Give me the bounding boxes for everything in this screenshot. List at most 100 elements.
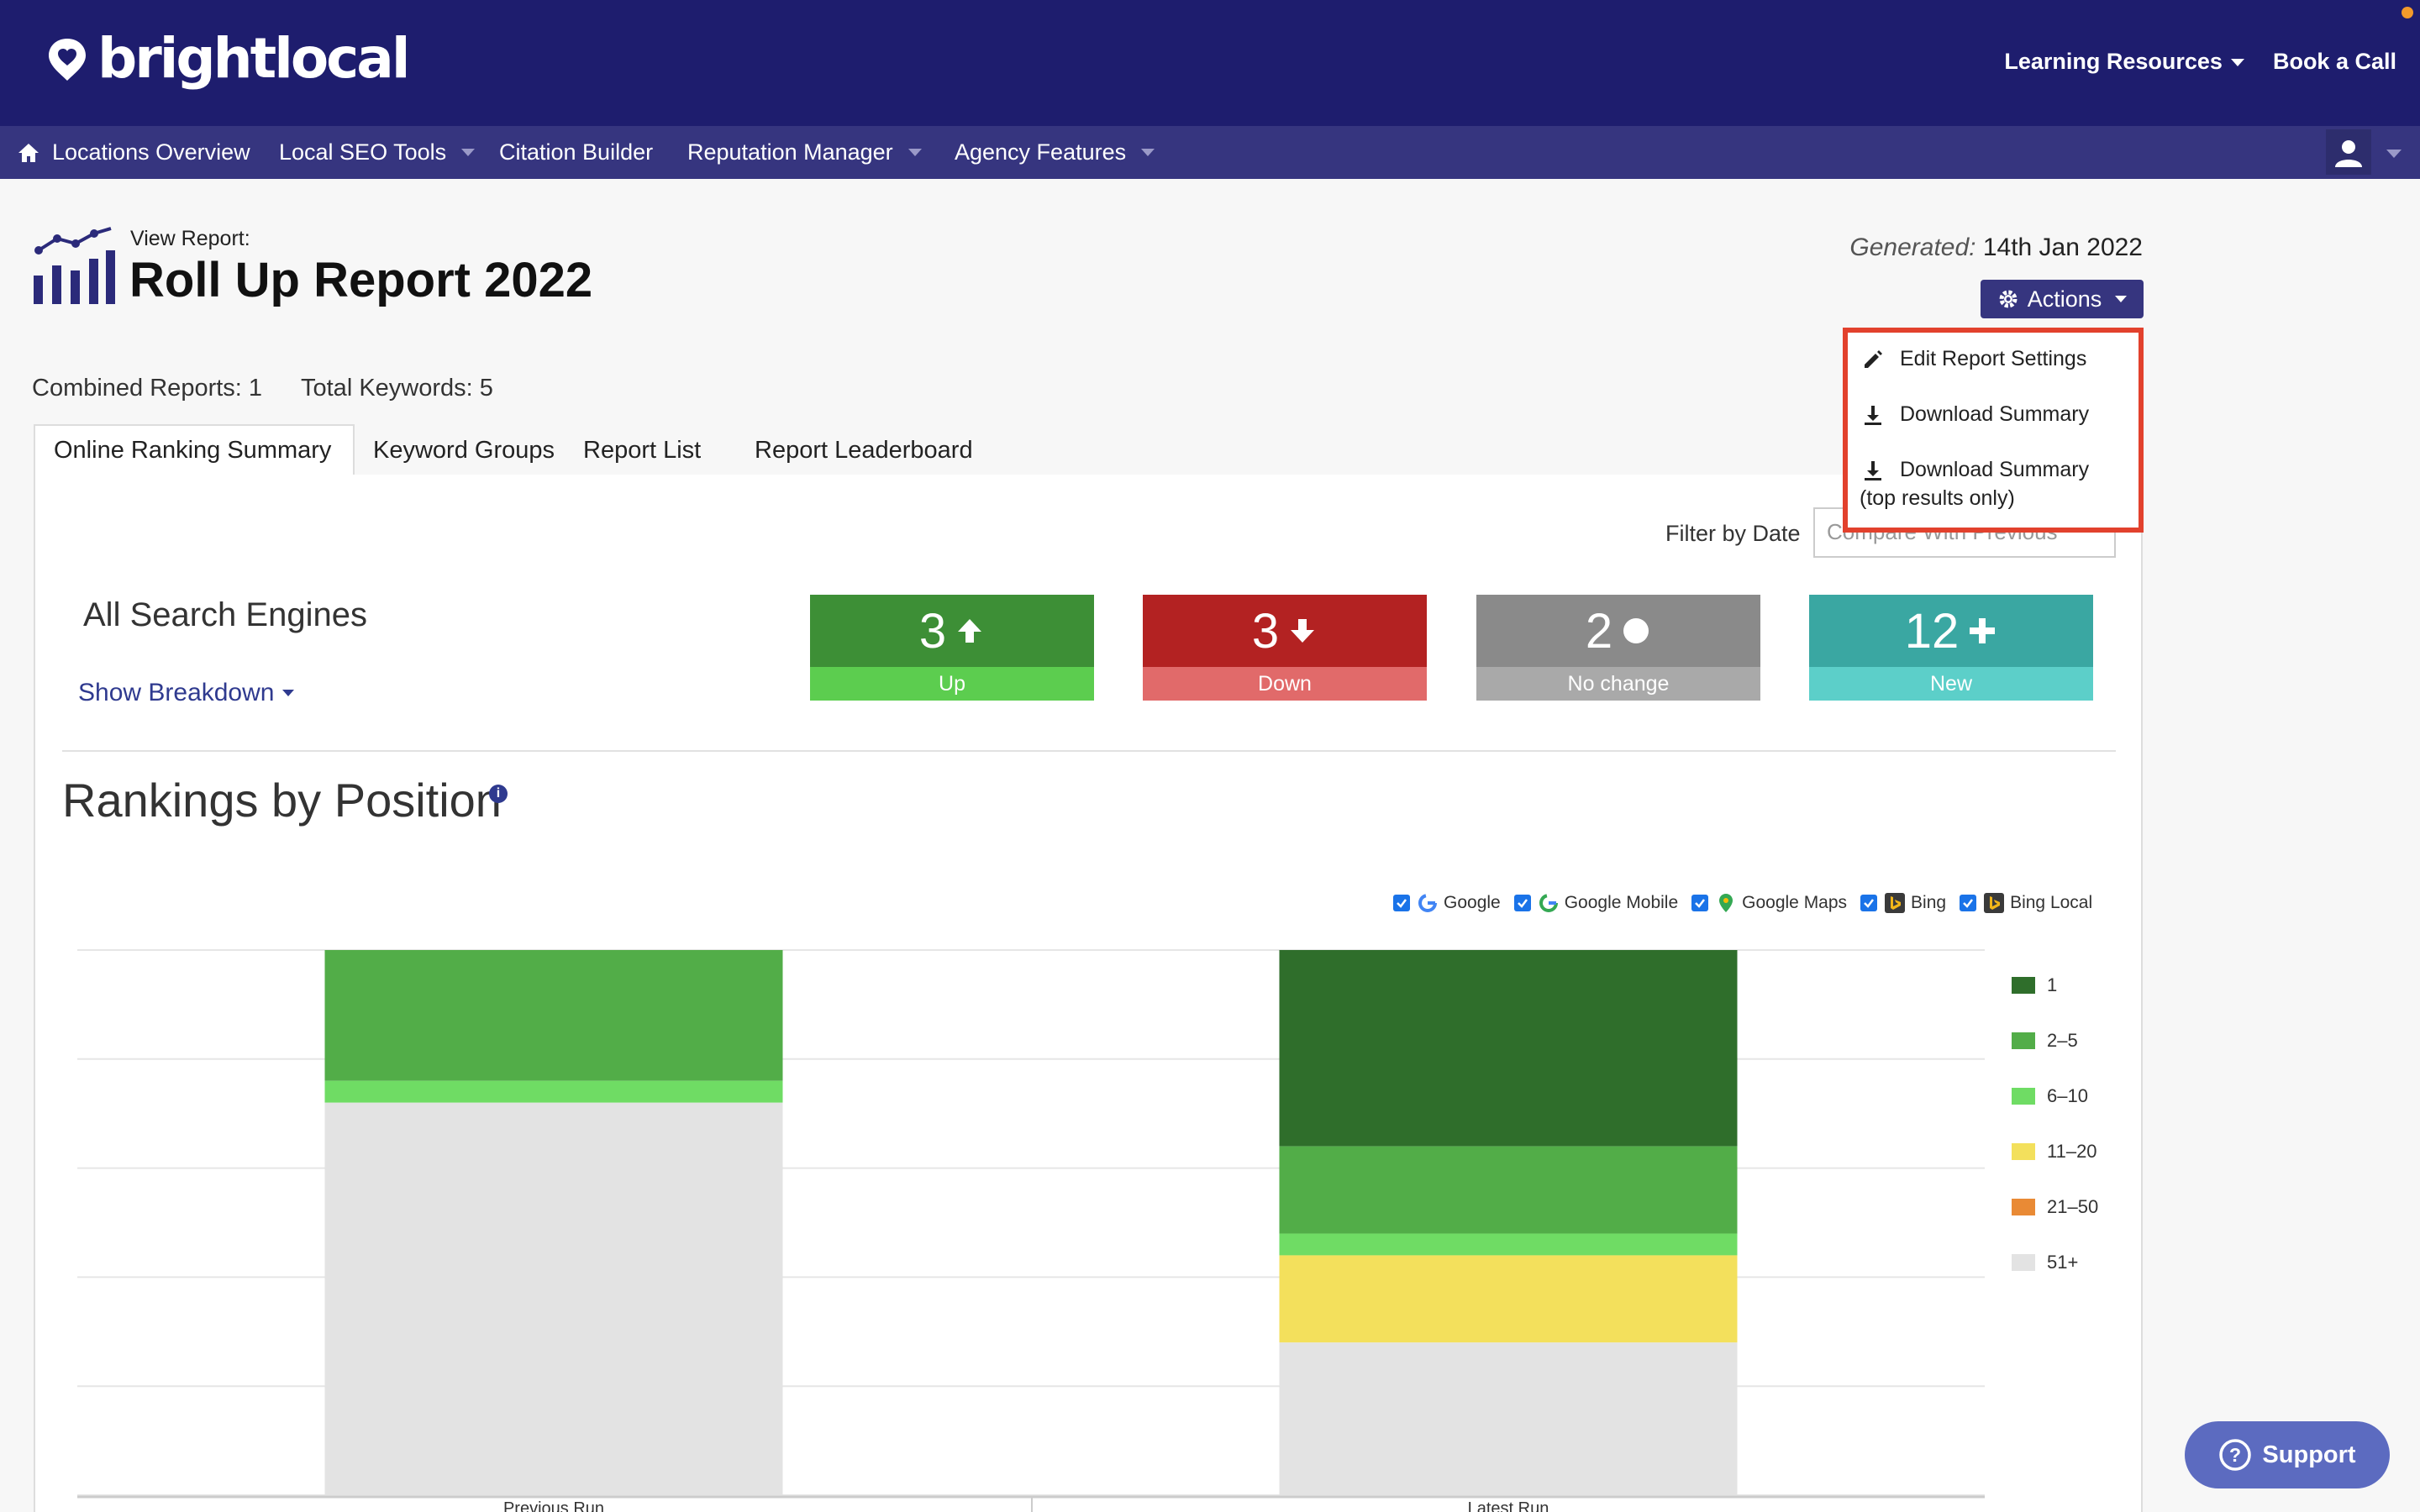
menu-download-top-sub: (top results only) (1860, 486, 2015, 510)
engine-google-maps[interactable]: Google Maps (1691, 892, 1847, 914)
download-icon (1865, 406, 1881, 425)
bar-segment-6-10[interactable] (324, 1080, 783, 1103)
nav-agency-features[interactable]: Agency Features (955, 139, 1155, 165)
legend-swatch (2012, 977, 2035, 994)
rankings-chart: Previous Run Latest Run (77, 949, 1985, 1512)
nav-agency-label: Agency Features (955, 139, 1127, 165)
nav-local-seo-label: Local SEO Tools (279, 139, 447, 165)
legend-swatch (2012, 1143, 2035, 1160)
chevron-down-icon (908, 149, 922, 156)
nav-citation-label: Citation Builder (499, 139, 654, 165)
engine-google-mobile[interactable]: Google Mobile (1513, 892, 1679, 914)
legend-item[interactable]: 6–10 (2012, 1068, 2098, 1124)
legend-label: 1 (2047, 974, 2058, 995)
checkbox-checked[interactable] (1691, 895, 1709, 911)
top-header: brightlocal Learning Resources Book a Ca… (0, 0, 2420, 126)
generated-info: Generated: 14th Jan 2022 (1849, 234, 2143, 262)
chevron-down-icon (282, 690, 295, 696)
nav-reputation-label: Reputation Manager (687, 139, 893, 165)
legend-item[interactable]: 1 (2012, 958, 2098, 1013)
stat-up-label: Up (810, 667, 1094, 701)
user-avatar[interactable] (2326, 129, 2371, 175)
svg-text:?: ? (2229, 1444, 2241, 1466)
info-icon[interactable]: i (489, 785, 508, 803)
google-icon (1418, 894, 1437, 912)
brand-logo[interactable]: brightlocal (42, 29, 410, 89)
notification-dot (2402, 7, 2413, 18)
bar-segment-6-10[interactable] (1279, 1233, 1738, 1256)
nav-local-seo-tools[interactable]: Local SEO Tools (279, 139, 476, 165)
menu-edit-label: Edit Report Settings (1900, 347, 2087, 370)
stat-no-change[interactable]: 2 No change (1476, 595, 1760, 701)
google-icon (1539, 894, 1558, 912)
main-nav: Locations Overview Local SEO Tools Citat… (0, 126, 2420, 179)
page-title: Roll Up Report 2022 (129, 253, 593, 307)
engine-google-mobile-label: Google Mobile (1564, 893, 1679, 912)
bar-segment-2-5[interactable] (1279, 1146, 1738, 1234)
checkbox-checked[interactable] (1513, 895, 1531, 911)
legend-swatch (2012, 1032, 2035, 1049)
legend-item[interactable]: 51+ (2012, 1235, 2098, 1290)
tab-report-leaderboard[interactable]: Report Leaderboard (755, 436, 973, 464)
show-breakdown-label: Show Breakdown (78, 679, 275, 706)
nav-reputation-manager[interactable]: Reputation Manager (687, 139, 922, 165)
legend-label: 51+ (2047, 1252, 2079, 1273)
stat-down-value: 3 (1251, 603, 1280, 659)
learning-resources-menu[interactable]: Learning Resources (2004, 49, 2244, 75)
menu-download-top-label: Download Summary (1900, 458, 2090, 481)
menu-edit-report-settings[interactable]: Edit Report Settings (1861, 346, 2086, 371)
nav-locations-label: Locations Overview (52, 139, 250, 165)
checkbox-checked[interactable] (1393, 895, 1410, 911)
combined-reports: Combined Reports: 1 (32, 375, 263, 402)
stat-new[interactable]: 12 New (1809, 595, 2093, 701)
x-tick-label: Previous Run (503, 1499, 604, 1512)
stat-no-change-label: No change (1476, 667, 1760, 701)
book-call-link[interactable]: Book a Call (2272, 49, 2396, 74)
legend-item[interactable]: 11–20 (2012, 1124, 2098, 1179)
all-search-engines-label: All Search Engines (83, 596, 367, 633)
stat-down-top: 3 (1143, 595, 1427, 667)
show-breakdown-toggle[interactable]: Show Breakdown (78, 679, 295, 707)
nav-citation-builder[interactable]: Citation Builder (499, 139, 653, 165)
legend-label: 6–10 (2047, 1085, 2088, 1106)
tab-keyword-groups[interactable]: Keyword Groups (373, 436, 555, 464)
bar-segment-11-20[interactable] (1279, 1255, 1738, 1343)
download-icon (1865, 461, 1881, 480)
generated-label: Generated: (1849, 234, 1976, 261)
bar-segment-51+[interactable] (324, 1102, 783, 1495)
engine-google[interactable]: Google (1393, 892, 1501, 914)
tab-report-list[interactable]: Report List (583, 436, 702, 464)
stat-down[interactable]: 3 Down (1143, 595, 1427, 701)
engine-bing-label: Bing (1911, 893, 1947, 912)
report-chart-icon (34, 227, 115, 304)
legend-swatch (2012, 1199, 2035, 1215)
nav-locations-overview[interactable]: Locations Overview (17, 139, 250, 165)
chevron-down-icon (2115, 296, 2128, 302)
menu-download-summary[interactable]: Download Summary (1861, 402, 2089, 427)
engine-google-maps-label: Google Maps (1742, 893, 1848, 912)
bar-segment-51+[interactable] (1279, 1342, 1738, 1495)
help-icon: ? (2219, 1439, 2252, 1471)
actions-button[interactable]: Actions (1981, 280, 2144, 318)
user-icon (2335, 140, 2362, 167)
stat-no-change-value: 2 (1585, 603, 1613, 659)
chevron-down-icon[interactable] (2386, 150, 2402, 158)
legend-item[interactable]: 2–5 (2012, 1013, 2098, 1068)
tab-online-ranking-summary[interactable]: Online Ranking Summary (34, 424, 355, 476)
menu-download-summary-top[interactable]: Download Summary (top results only) (1860, 457, 2090, 511)
stat-no-change-top: 2 (1476, 595, 1760, 667)
learning-resources-label: Learning Resources (2004, 49, 2223, 74)
checkbox-checked[interactable] (1860, 895, 1878, 911)
engine-bing-local[interactable]: Bing Local (1960, 892, 2092, 914)
stat-new-label: New (1809, 667, 2093, 701)
engine-bing[interactable]: Bing (1860, 892, 1946, 914)
stat-up-value: 3 (918, 603, 947, 659)
bar-segment-2-5[interactable] (324, 950, 783, 1081)
support-button[interactable]: ? Support (2185, 1421, 2390, 1488)
stat-new-value: 12 (1904, 603, 1960, 659)
stat-up[interactable]: 3 Up (810, 595, 1094, 701)
bar-segment-1[interactable] (1279, 950, 1738, 1147)
gear-icon (1999, 290, 2018, 308)
legend-item[interactable]: 21–50 (2012, 1179, 2098, 1235)
checkbox-checked[interactable] (1960, 895, 1977, 911)
